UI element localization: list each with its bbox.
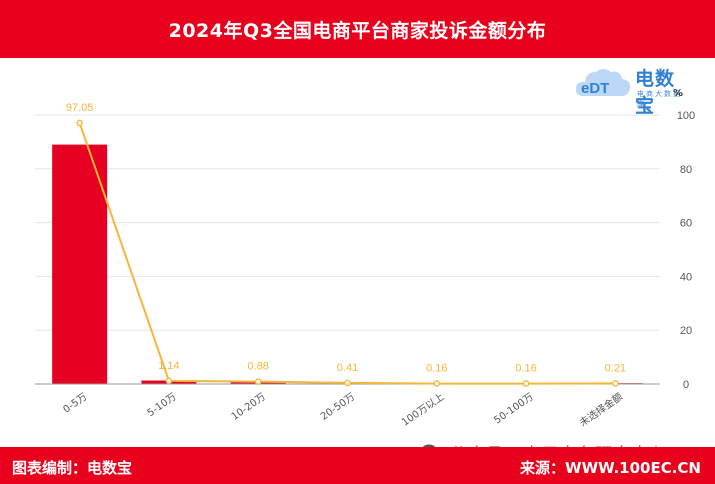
series-line xyxy=(78,122,616,385)
data-label: 0.16 xyxy=(426,363,447,375)
data-label: 0.88 xyxy=(248,361,269,373)
x-tick-label: 未选择金额 xyxy=(577,390,625,429)
logo-mark: eDT xyxy=(581,80,609,97)
logo-tagline: 电商大数据库 xyxy=(637,90,682,108)
logo: eDT 电数宝 电商大数据库 xyxy=(573,62,683,117)
line-point xyxy=(254,378,262,385)
x-tick-label: 100万以上 xyxy=(399,391,446,429)
chart-title: 2024年Q3全国电商平台商家投诉金额分布 xyxy=(0,0,715,58)
line-point xyxy=(76,119,83,127)
footer-bar: 图表编制：电数宝 来源：WWW.100EC.CN xyxy=(0,447,715,484)
bar xyxy=(52,144,108,384)
y-tick-label: 20 xyxy=(680,325,692,337)
data-label: 0.16 xyxy=(515,363,536,375)
line-point xyxy=(433,380,441,387)
x-tick-label: 50-100万 xyxy=(492,391,536,426)
line-point xyxy=(165,377,173,385)
line-point xyxy=(612,380,619,387)
y-tick-label: 80 xyxy=(680,164,692,176)
line-point xyxy=(522,380,530,387)
x-tick-label: 0-5万 xyxy=(61,391,89,415)
data-label: 0.41 xyxy=(337,362,358,374)
cloud-logo-icon: eDT xyxy=(575,69,631,97)
x-tick-label: 10-20万 xyxy=(230,391,268,422)
y-axis-unit: % xyxy=(673,88,684,99)
footer-source: 来源：WWW.100EC.CN xyxy=(520,459,701,477)
data-label: 0.21 xyxy=(605,362,626,374)
y-tick-label: 0 xyxy=(683,379,689,391)
y-tick-label: 40 xyxy=(680,271,692,283)
footer-credit: 图表编制：电数宝 xyxy=(12,459,133,477)
y-tick-label: 100 xyxy=(677,110,695,122)
line-point xyxy=(344,379,351,387)
bar-line-chart: 0 20 40 60 80 100 97.05 1.14 0.88 0.41 0.16 0.16 0.2… xyxy=(35,102,695,429)
x-tick-label: 20-50万 xyxy=(319,391,357,422)
data-label: 1.14 xyxy=(158,360,179,372)
x-tick-label: 5-10万 xyxy=(146,391,179,419)
logo-name: 电数宝 xyxy=(635,68,676,117)
data-label: 97.05 xyxy=(66,102,94,114)
y-tick-label: 60 xyxy=(680,218,692,230)
